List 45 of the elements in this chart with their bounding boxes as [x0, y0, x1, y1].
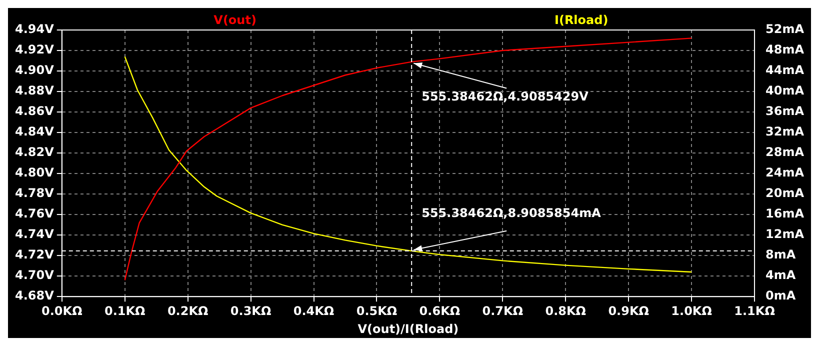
y-tick-label: 4.84V — [14, 124, 55, 139]
y-tick-label: 4.68V — [14, 288, 55, 303]
y2-tick-label: 32mA — [766, 124, 805, 139]
x-tick-label: 0.4KΩ — [293, 304, 334, 318]
y-tick-label: 4.88V — [14, 84, 55, 98]
y2-tick-label: 8mA — [766, 248, 796, 262]
y2-tick-label: 44mA — [766, 63, 805, 78]
y2-tick-label: 24mA — [766, 166, 805, 180]
x-axis-title: V(out)/I(Rload) — [358, 322, 459, 336]
y2-tick-label: 0mA — [766, 288, 796, 303]
x-tick-label: 0.9KΩ — [608, 304, 649, 318]
x-tick-label: 0.0KΩ — [42, 304, 82, 318]
x-tick-label: 0.3KΩ — [230, 304, 272, 318]
y2-tick-label: 12mA — [766, 227, 805, 242]
x-tick-label: 1.0KΩ — [671, 304, 712, 318]
text: I(Rload) — [554, 13, 608, 28]
x-tick-label: 1.1KΩ — [734, 304, 775, 318]
y2-tick-label: 52mA — [766, 22, 805, 36]
y-tick-label: 4.86V — [14, 104, 55, 118]
x-tick-label: 0.5KΩ — [356, 304, 398, 318]
x-tick-label: 0.1KΩ — [104, 304, 146, 318]
y-tick-label: 4.78V — [14, 186, 55, 200]
y-tick-label: 4.90V — [14, 63, 55, 78]
text: V(out) — [214, 13, 256, 28]
y-tick-label: 4.76V — [14, 206, 55, 221]
x-tick-label: 0.8KΩ — [545, 304, 586, 318]
y-tick-label: 4.94V — [14, 22, 55, 36]
y2-tick-label: 16mA — [766, 206, 805, 221]
y2-tick-label: 4mA — [766, 268, 796, 282]
y-tick-label: 4.80V — [14, 166, 55, 180]
y-tick-label: 4.82V — [14, 145, 55, 160]
annotation: 555.38462Ω,8.9085854mA — [422, 206, 602, 220]
x-tick-label: 0.2KΩ — [167, 304, 208, 318]
x-tick-label: 0.7KΩ — [482, 304, 524, 318]
y-tick-label: 4.92V — [14, 42, 55, 57]
y2-tick-label: 28mA — [766, 145, 805, 160]
y2-tick-label: 20mA — [766, 186, 805, 200]
y2-tick-label: 48mA — [766, 42, 805, 57]
y2-tick-label: 36mA — [766, 104, 805, 118]
y-tick-label: 4.72V — [14, 248, 55, 262]
y2-tick-label: 40mA — [766, 84, 805, 98]
y-tick-label: 4.74V — [14, 227, 55, 242]
y-tick-label: 4.70V — [14, 268, 55, 282]
annotation: 555.38462Ω,4.9085429V — [422, 89, 590, 104]
x-tick-label: 0.6KΩ — [419, 304, 460, 318]
